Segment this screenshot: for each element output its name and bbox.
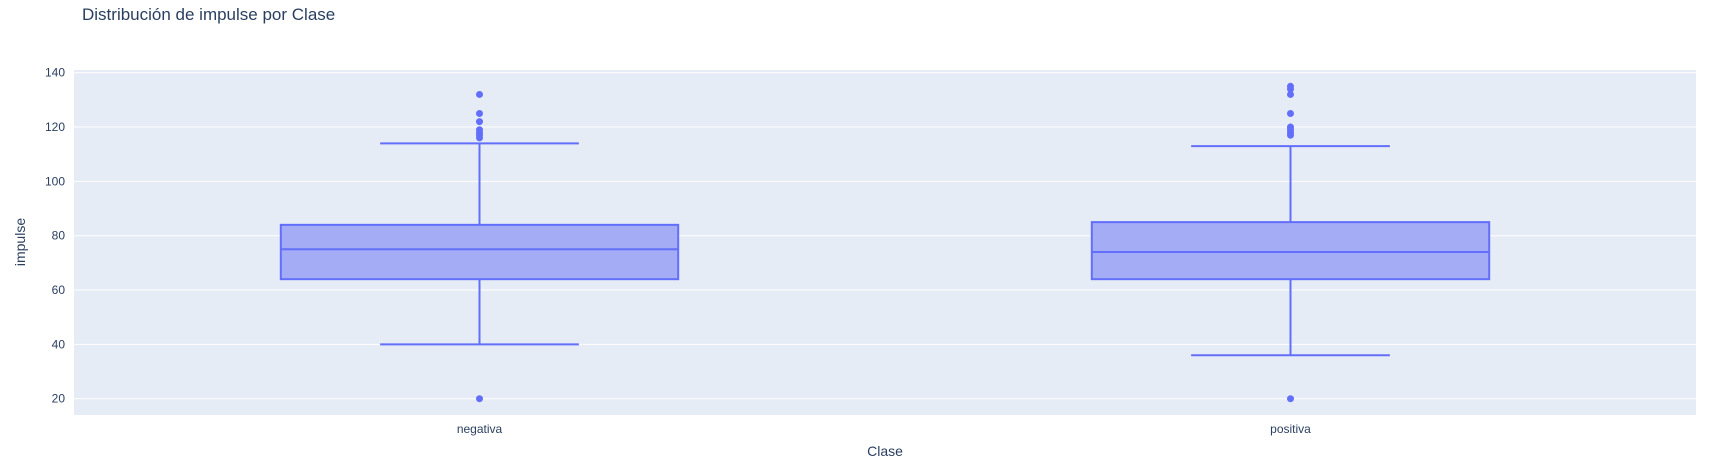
x-tick-label: positiva (1270, 422, 1311, 436)
y-axis-ticks: 20 40 60 80 100 120 140 (45, 66, 65, 406)
boxes-layer (279, 82, 1491, 403)
box-group-positiva (1090, 82, 1491, 403)
outlier-point (1287, 395, 1294, 403)
y-tick-label: 120 (45, 120, 65, 134)
outlier-point (1287, 109, 1294, 117)
y-tick-label: 20 (52, 392, 66, 406)
y-tick-label: 60 (52, 283, 66, 297)
outlier-point (476, 118, 483, 126)
outlier-point (1287, 90, 1294, 98)
x-axis-ticks: negativa positiva (457, 422, 1311, 436)
outlier-point (1287, 123, 1294, 131)
y-tick-label: 140 (45, 66, 65, 80)
x-axis-title: Clase (867, 443, 903, 459)
iqr-box (279, 223, 680, 281)
outlier-point (476, 395, 483, 403)
y-tick-label: 100 (45, 174, 65, 188)
x-tick-label: negativa (457, 422, 503, 436)
box-group-negativa (279, 90, 680, 403)
chart-title: Distribución de impulse por Clase (82, 5, 335, 24)
y-tick-label: 40 (52, 337, 66, 351)
y-tick-label: 80 (52, 229, 66, 243)
outlier-point (476, 90, 483, 98)
iqr-box (1090, 221, 1491, 281)
outlier-point (476, 126, 483, 134)
outlier-point (1287, 82, 1294, 90)
y-axis-title: impulse (12, 218, 28, 266)
outlier-point (476, 109, 483, 117)
